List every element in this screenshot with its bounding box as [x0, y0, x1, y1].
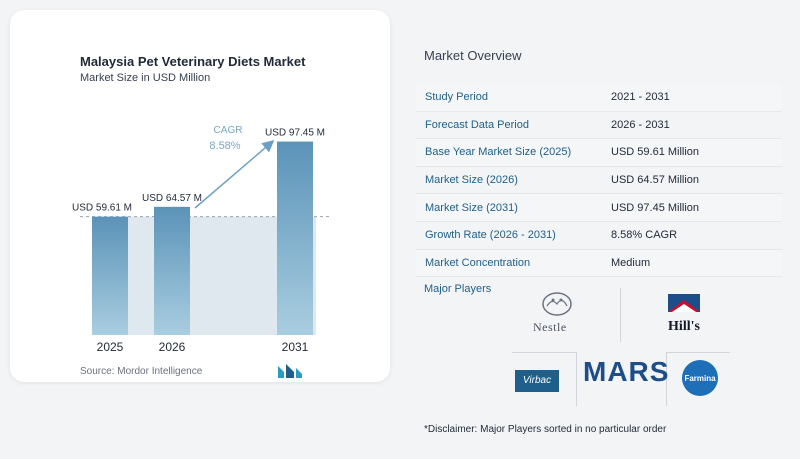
overview-row: Forecast Data Period 2026 - 2031: [416, 111, 782, 140]
overview-title: Market Overview: [424, 48, 522, 63]
disclaimer-text: *Disclaimer: Major Players sorted in no …: [424, 424, 667, 435]
logo-divider: [512, 352, 576, 353]
row-value: Medium: [602, 249, 782, 278]
row-label: Forecast Data Period: [416, 111, 602, 140]
bar-2026: [154, 206, 190, 335]
row-value: USD 64.57 Million: [602, 166, 782, 195]
row-value: 2026 - 2031: [602, 111, 782, 140]
row-value: 2021 - 2031: [602, 84, 782, 112]
row-label: Growth Rate (2026 - 2031): [416, 221, 602, 250]
hills-logo-text: Hill's: [668, 319, 700, 334]
overview-row: Base Year Market Size (2025) USD 59.61 Mi…: [416, 138, 782, 167]
row-label: Market Size (2026): [416, 166, 602, 195]
overview-row: Study Period 2021 - 2031: [416, 84, 782, 112]
cagr-arrow: [194, 140, 275, 209]
mars-logo: MARS: [583, 356, 670, 387]
mordor-logo-icon: [278, 364, 302, 378]
source-text: Source: Mordor Intelligence: [80, 366, 203, 377]
cagr-value: 8.58%: [209, 140, 240, 152]
data-label-2026: USD 64.57 M: [142, 193, 202, 204]
bar-2031: [277, 141, 313, 335]
logo-divider: [576, 352, 577, 406]
cagr-label: CAGR: [214, 125, 243, 136]
farmina-logo-text: Farmina: [684, 374, 716, 383]
overview-table: Study Period 2021 - 2031 Forecast Data Pe…: [416, 84, 782, 278]
logo-divider: [666, 352, 667, 406]
row-value: USD 59.61 Million: [602, 138, 782, 167]
overview-row: Market Size (2031) USD 97.45 Million: [416, 193, 782, 222]
row-value: USD 97.45 Million: [602, 193, 782, 222]
chart-subtitle: Market Size in USD Million: [80, 72, 211, 84]
x-tick-label: 2026: [159, 340, 186, 354]
bar-2025: [92, 216, 128, 335]
nestle-logo-text: Nestle: [533, 320, 567, 334]
data-label-2031: USD 97.45 M: [265, 128, 325, 139]
hills-logo-icon: Hill's: [668, 294, 700, 334]
x-tick-label: 2031: [282, 340, 309, 354]
row-label: Base Year Market Size (2025): [416, 138, 602, 167]
farmina-logo-icon: Farmina: [682, 360, 718, 396]
row-label: Study Period: [416, 84, 602, 112]
overview-row: Market Concentration Medium: [416, 249, 782, 278]
chart-title: Malaysia Pet Veterinary Diets Market: [80, 54, 306, 69]
overview-row: Market Size (2026) USD 64.57 Million: [416, 166, 782, 195]
row-label: Market Concentration: [416, 249, 602, 278]
logo-divider: [666, 352, 730, 353]
x-tick-label: 2025: [97, 340, 124, 354]
virbac-logo: Virbac: [515, 370, 559, 392]
row-label: Market Size (2031): [416, 193, 602, 222]
bar-chart: USD 59.61 M USD 64.57 M USD 97.45 M 2025 20…: [72, 125, 330, 354]
logo-divider: [620, 288, 621, 342]
nestle-logo-icon: [542, 292, 572, 316]
overview-row: Growth Rate (2026 - 2031) 8.58% CAGR: [416, 221, 782, 250]
major-players-title: Major Players: [424, 283, 492, 295]
row-value: 8.58% CAGR: [602, 221, 782, 250]
data-label-2025: USD 59.61 M: [72, 203, 132, 214]
